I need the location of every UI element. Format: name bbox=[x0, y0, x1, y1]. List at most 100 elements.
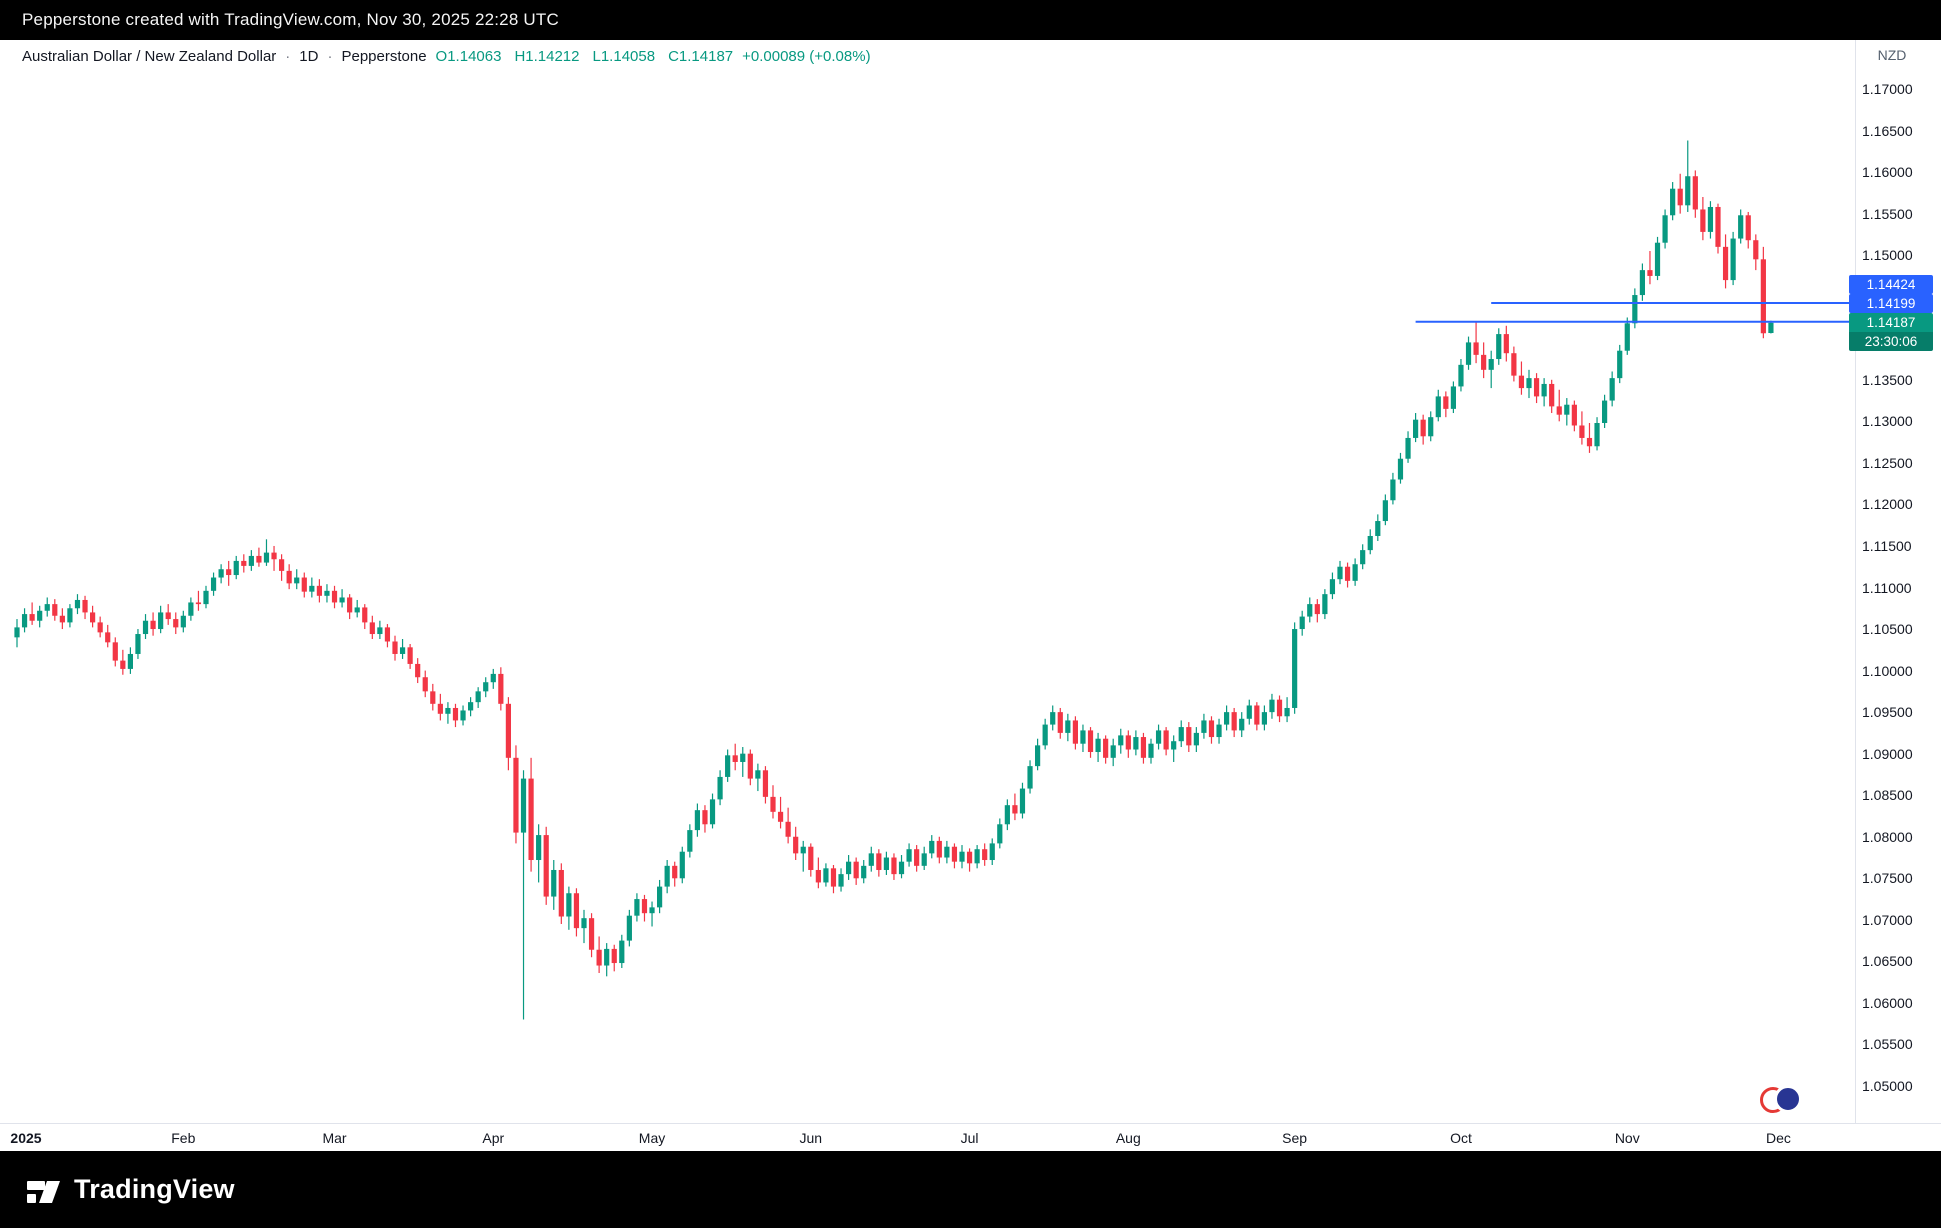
candle-body-up bbox=[1299, 616, 1305, 630]
price-tick-label: 1.12000 bbox=[1862, 496, 1913, 513]
candle-body-up bbox=[604, 948, 610, 966]
candle-body-up bbox=[566, 893, 572, 917]
source-label[interactable]: Pepperstone bbox=[341, 48, 427, 65]
candle-body-down bbox=[392, 641, 398, 654]
candle-body-up bbox=[906, 849, 912, 862]
candle-body-down bbox=[1556, 406, 1562, 415]
candle-body-up bbox=[823, 868, 829, 883]
price-tick-label: 1.05000 bbox=[1862, 1078, 1913, 1094]
footer-bar: TradingView bbox=[0, 1151, 1941, 1228]
candle-body-up bbox=[1526, 378, 1532, 389]
candle-body-up bbox=[1632, 295, 1638, 324]
candle-body-up bbox=[1496, 334, 1502, 360]
candle-body-up bbox=[1171, 741, 1177, 750]
candle-body-down bbox=[1503, 334, 1509, 354]
candle-body-down bbox=[558, 869, 564, 917]
time-axis-label: May bbox=[638, 1130, 666, 1146]
candle-body-down bbox=[1481, 354, 1487, 370]
price-tick-label: 1.06000 bbox=[1862, 994, 1913, 1011]
candle-body-up bbox=[1269, 699, 1275, 713]
price-tick-label: 1.07000 bbox=[1862, 911, 1913, 928]
candle-body-down bbox=[422, 677, 428, 692]
candle-body-up bbox=[1118, 735, 1124, 746]
candle-body-up bbox=[581, 918, 587, 929]
candle-body-down bbox=[1057, 712, 1063, 733]
price-tick-label: 1.15500 bbox=[1862, 205, 1913, 222]
candle-body-down bbox=[1163, 730, 1169, 750]
time-axis-label: Jul bbox=[960, 1130, 979, 1146]
tradingview-logo-icon[interactable] bbox=[26, 1175, 62, 1205]
price-tick-label: 1.10500 bbox=[1862, 621, 1913, 638]
candle-body-up bbox=[1428, 417, 1434, 437]
candle-body-down bbox=[641, 899, 648, 914]
candle-body-down bbox=[747, 753, 753, 779]
ohlc-item-l: L1.14058 bbox=[592, 48, 656, 65]
tradingview-wordmark[interactable]: TradingView bbox=[74, 1174, 235, 1204]
ohlc-item-o: O1.14063 bbox=[435, 48, 502, 65]
candle-body-down bbox=[1276, 699, 1283, 717]
time-axis-label: Apr bbox=[482, 1130, 505, 1146]
candle-body-down bbox=[316, 585, 322, 596]
candle-body-down bbox=[1208, 720, 1215, 738]
price-level-badge-1: 1.14424 bbox=[1849, 274, 1933, 294]
candle-body-up bbox=[1027, 766, 1033, 789]
candle-body-up bbox=[1738, 215, 1744, 239]
separator: · bbox=[285, 48, 291, 65]
timeframe-label[interactable]: 1D bbox=[299, 48, 319, 65]
symbol-header: Australian Dollar / New Zealand Dollar ·… bbox=[22, 48, 871, 65]
candle-body-up bbox=[218, 569, 224, 578]
candle-body-up bbox=[1360, 550, 1366, 565]
price-tick-label: 1.13500 bbox=[1862, 371, 1913, 388]
candle-body-up bbox=[248, 555, 254, 566]
candle-body-down bbox=[369, 622, 375, 635]
candle-body-up bbox=[203, 590, 209, 605]
price-tick-label: 1.12500 bbox=[1862, 454, 1913, 471]
candle-body-up bbox=[868, 853, 874, 866]
candle-body-up bbox=[944, 846, 950, 858]
candle-body-down bbox=[951, 846, 958, 862]
price-tick-label: 1.09000 bbox=[1862, 745, 1913, 762]
candle-body-down bbox=[830, 868, 837, 887]
candle-body-down bbox=[1443, 396, 1449, 409]
candle-body-down bbox=[596, 949, 602, 966]
candle-body-up bbox=[1450, 386, 1456, 409]
time-axis-label: Mar bbox=[322, 1130, 347, 1146]
candle-body-up bbox=[490, 673, 496, 683]
candle-body-up bbox=[1095, 738, 1101, 753]
candle-body-down bbox=[90, 612, 96, 623]
candle-body-down bbox=[672, 865, 678, 879]
candle-body-down bbox=[52, 604, 58, 616]
candle-body-up bbox=[1390, 479, 1396, 501]
candle-body-up bbox=[1155, 730, 1162, 744]
candle-body-up bbox=[687, 830, 693, 852]
time-axis-label: Dec bbox=[1766, 1130, 1791, 1146]
candle-body-up bbox=[1594, 422, 1600, 447]
candle-body-up bbox=[520, 778, 527, 833]
candle-body-down bbox=[1186, 727, 1192, 746]
symbol-title[interactable]: Australian Dollar / New Zealand Dollar bbox=[22, 48, 277, 65]
time-axis-label: Oct bbox=[1450, 1130, 1472, 1146]
candle-body-down bbox=[452, 707, 459, 721]
price-tick-label: 1.15000 bbox=[1862, 247, 1913, 264]
candle-body-down bbox=[588, 918, 595, 950]
currency-label[interactable]: NZD bbox=[1877, 47, 1907, 63]
candle-body-up bbox=[1224, 712, 1230, 725]
candle-body-up bbox=[1133, 737, 1139, 750]
time-axis-label: 2025 bbox=[10, 1130, 42, 1146]
candle-body-up bbox=[1639, 270, 1645, 296]
candle-body-up bbox=[657, 886, 663, 908]
candle-body-up bbox=[649, 907, 655, 914]
candle-body-down bbox=[1511, 353, 1517, 376]
candle-body-down bbox=[1012, 805, 1018, 814]
candle-body-up bbox=[210, 577, 217, 591]
candle-body-down bbox=[793, 836, 799, 854]
candle-body-up bbox=[1322, 594, 1328, 615]
candle-body-up bbox=[634, 899, 640, 916]
candle-body-up bbox=[974, 849, 980, 864]
candle-body-up bbox=[460, 710, 466, 721]
attribution-bar: Pepperstone created with TradingView.com… bbox=[0, 0, 1941, 40]
last-price-value: 1.14187 bbox=[1866, 314, 1916, 330]
time-axis-label: Jun bbox=[799, 1130, 823, 1146]
candle-body-down bbox=[513, 757, 519, 833]
